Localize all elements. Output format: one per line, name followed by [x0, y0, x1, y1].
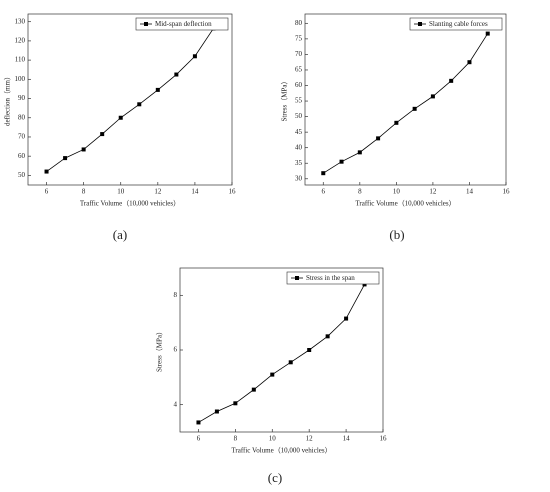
- marker: [44, 169, 49, 174]
- marker: [118, 115, 123, 120]
- y-tick-label: 130: [15, 17, 26, 25]
- plot-frame: [304, 13, 507, 186]
- x-tick-label: 10: [269, 435, 277, 443]
- legend-box: [286, 271, 380, 285]
- marker: [430, 94, 435, 99]
- y-tick-label: 90: [18, 94, 26, 102]
- marker: [485, 31, 490, 36]
- marker: [344, 316, 349, 321]
- y-tick-label: 80: [295, 19, 303, 27]
- line: [323, 33, 489, 174]
- marker: [394, 120, 399, 125]
- y-tick-label: 60: [18, 152, 26, 160]
- x-tick-label: 16: [380, 435, 388, 443]
- line: [198, 284, 365, 423]
- y-tick-label: 70: [18, 133, 26, 141]
- y-tick-label: 30: [295, 174, 303, 182]
- legend-label: Mid-span deflection: [155, 20, 212, 28]
- x-tick-label: 12: [306, 435, 314, 443]
- x-tick-label: 14: [466, 188, 474, 196]
- y-tick-label: 35: [295, 159, 303, 167]
- marker: [321, 171, 326, 176]
- y-tick-label: 120: [15, 37, 26, 45]
- marker: [63, 156, 68, 161]
- legend-label: Stress in the span: [306, 274, 355, 282]
- marker: [233, 401, 238, 406]
- y-tick-label: 50: [18, 171, 26, 179]
- y-tick-label: 40: [295, 143, 303, 151]
- marker: [251, 387, 256, 392]
- plot-frame: [27, 13, 233, 186]
- x-tick-label: 16: [229, 188, 237, 196]
- y-tick-label: 65: [295, 66, 303, 74]
- y-tick-label: 50: [295, 112, 303, 120]
- panel-label: (b): [389, 227, 404, 242]
- y-tick-label: 75: [295, 34, 303, 42]
- marker: [339, 159, 344, 164]
- y-tick-label: 4: [174, 400, 178, 408]
- marker: [270, 372, 275, 377]
- x-tick-label: 10: [117, 188, 125, 196]
- marker: [467, 60, 472, 65]
- y-tick-label: 70: [295, 50, 303, 58]
- x-tick-label: 14: [191, 188, 199, 196]
- y-axis-title: deflection（mm）: [4, 73, 12, 126]
- marker: [376, 136, 381, 141]
- x-tick-label: 14: [343, 435, 351, 443]
- panel-label: (a): [113, 227, 127, 242]
- x-tick-label: 6: [322, 188, 326, 196]
- y-axis-title: Stress（MPa）: [156, 328, 164, 372]
- legend-box: [135, 17, 229, 31]
- legend-marker: [144, 22, 148, 26]
- x-tick-label: 16: [503, 188, 511, 196]
- marker: [81, 147, 86, 152]
- x-axis-title: Traffic Volume（10,000 vehicles）: [231, 447, 331, 455]
- y-tick-label: 55: [295, 97, 303, 105]
- y-tick-label: 60: [295, 81, 303, 89]
- x-tick-label: 10: [393, 188, 401, 196]
- x-tick-label: 8: [358, 188, 362, 196]
- x-tick-label: 6: [45, 188, 49, 196]
- y-axis-title: Stress（MPa）: [281, 78, 289, 122]
- marker: [137, 102, 142, 107]
- x-axis-title: Traffic Volume（10,000 vehicles）: [355, 200, 455, 208]
- line: [46, 28, 214, 172]
- plot-frame: [179, 267, 384, 433]
- legend-marker: [418, 22, 422, 26]
- marker: [412, 106, 417, 111]
- panel-label: (c): [268, 470, 282, 485]
- y-tick-label: 100: [15, 75, 26, 83]
- x-tick-label: 12: [429, 188, 437, 196]
- marker: [214, 409, 219, 414]
- y-tick-label: 110: [15, 56, 26, 64]
- x-tick-label: 8: [234, 435, 238, 443]
- y-tick-label: 45: [295, 128, 303, 136]
- x-tick-label: 8: [82, 188, 86, 196]
- legend-label: Slanting cable forces: [429, 20, 488, 28]
- marker: [155, 87, 160, 92]
- x-tick-label: 12: [154, 188, 162, 196]
- marker: [196, 420, 201, 425]
- legend-marker: [295, 276, 299, 280]
- marker: [325, 334, 330, 339]
- marker: [174, 72, 179, 77]
- marker: [100, 132, 105, 137]
- y-tick-label: 80: [18, 113, 26, 121]
- marker: [307, 348, 312, 352]
- marker: [362, 282, 367, 287]
- y-tick-label: 6: [174, 346, 178, 354]
- y-tick-label: 8: [174, 291, 178, 299]
- x-axis-title: Traffic Volume（10,000 vehicles）: [80, 200, 180, 208]
- marker: [192, 54, 197, 59]
- legend-box: [409, 17, 503, 31]
- marker: [288, 360, 293, 365]
- marker: [449, 78, 454, 83]
- marker: [357, 150, 362, 155]
- x-tick-label: 6: [197, 435, 201, 443]
